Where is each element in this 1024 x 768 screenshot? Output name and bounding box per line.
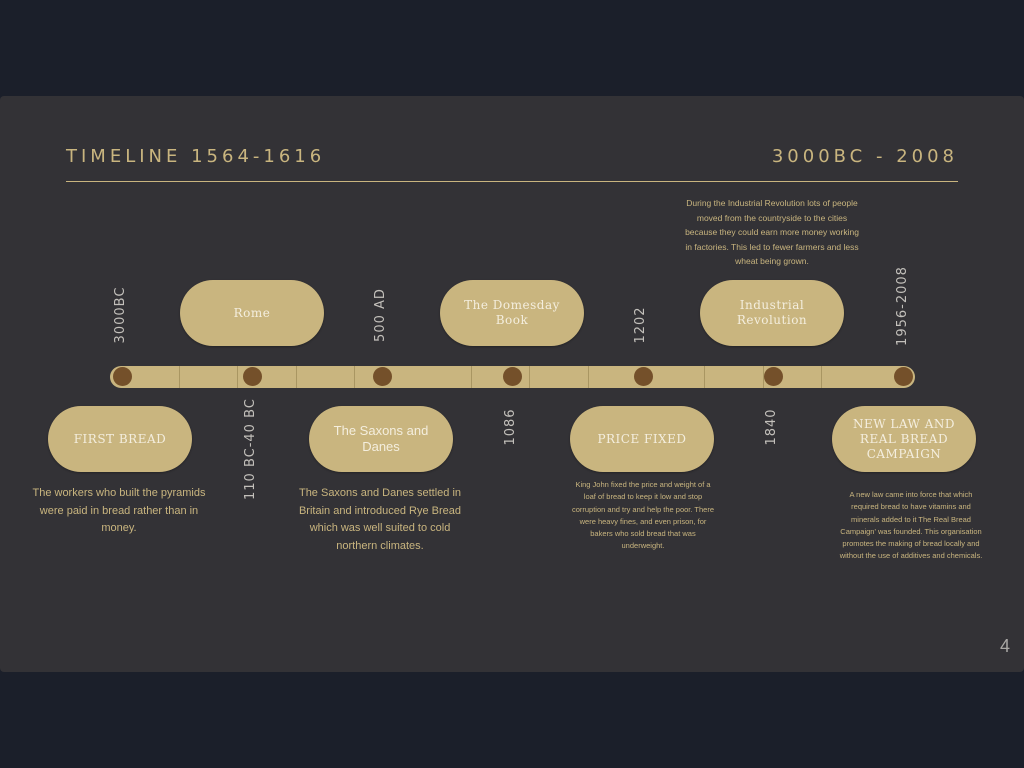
industrial-revolution-description: During the Industrial Revolution lots of…: [685, 198, 859, 267]
track-divider: [471, 366, 472, 388]
date-1086: 1086: [503, 408, 518, 446]
track-divider: [354, 366, 355, 388]
timeline-marker: [634, 367, 653, 386]
track-divider: [588, 366, 589, 388]
date-1840: 1840: [764, 408, 779, 446]
event-new-law-real-bread-campaign: NEW LAW AND REAL BREAD CAMPAIGN: [832, 406, 976, 472]
date-range-title: 3000BC - 2008: [771, 146, 958, 167]
event-rome: Rome: [180, 280, 324, 346]
saxons-and-danes-description: The Saxons and Danes settled in Britain …: [298, 487, 462, 552]
timeline-marker: [503, 367, 522, 386]
timeline-marker: [113, 367, 132, 386]
title-divider: [66, 181, 958, 182]
date-3000bc: 3000BC: [113, 286, 128, 344]
slide-title: TIMELINE 1564-1616: [66, 146, 326, 167]
track-divider: [529, 366, 530, 388]
event-saxons-and-danes: The Saxons and Danes: [309, 406, 453, 472]
event-first-bread: FIRST BREAD: [48, 406, 192, 472]
date-1202: 1202: [633, 306, 648, 344]
track-divider: [821, 366, 822, 388]
track-divider: [763, 366, 764, 388]
date-1956-2008: 1956-2008: [895, 266, 910, 346]
new-law-description: A new law came into force that which req…: [839, 490, 983, 561]
track-divider: [237, 366, 238, 388]
event-industrial-revolution: Industrial Revolution: [700, 280, 844, 346]
event-domesday-book: The Domesday Book: [440, 280, 584, 346]
date-500ad: 500 AD: [373, 288, 388, 342]
first-bread-description: The workers who built the pyramids were …: [32, 487, 206, 534]
timeline-marker: [764, 367, 783, 386]
event-price-fixed: PRICE FIXED: [570, 406, 714, 472]
slide: TIMELINE 1564-1616 3000BC - 2008 During …: [0, 96, 1024, 672]
timeline-marker: [894, 367, 913, 386]
timeline-marker: [243, 367, 262, 386]
track-divider: [704, 366, 705, 388]
date-110bc-40bc: 110 BC-40 BC: [243, 398, 258, 500]
timeline-marker: [373, 367, 392, 386]
track-divider: [296, 366, 297, 388]
price-fixed-description: King John fixed the price and weight of …: [571, 480, 715, 551]
track-divider: [179, 366, 180, 388]
page-number: 4: [999, 636, 1010, 656]
